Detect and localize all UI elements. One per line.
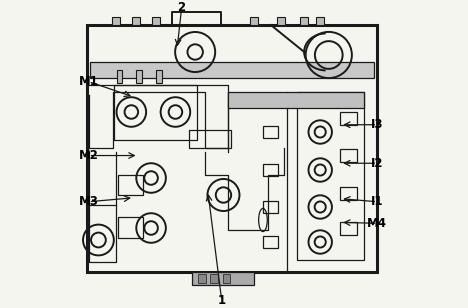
Bar bbox=[87, 25, 378, 272]
Text: M2: M2 bbox=[79, 149, 99, 162]
Bar bbox=[90, 62, 374, 78]
Bar bbox=[117, 70, 122, 83]
Text: 1: 1 bbox=[218, 294, 226, 307]
Bar bbox=[198, 274, 206, 283]
Bar bbox=[118, 217, 143, 238]
Bar bbox=[300, 17, 308, 25]
Bar bbox=[250, 17, 258, 25]
Text: M3: M3 bbox=[79, 195, 99, 208]
Bar bbox=[112, 17, 120, 25]
Text: I1: I1 bbox=[371, 195, 383, 208]
Bar bbox=[114, 85, 197, 140]
Bar bbox=[210, 274, 218, 283]
Bar bbox=[132, 17, 140, 25]
Bar bbox=[277, 17, 285, 25]
Bar bbox=[340, 112, 357, 125]
Bar bbox=[192, 272, 255, 285]
Text: M1: M1 bbox=[79, 75, 99, 88]
Bar bbox=[137, 70, 142, 83]
Bar bbox=[263, 201, 278, 213]
Bar bbox=[152, 17, 160, 25]
Bar bbox=[223, 274, 230, 283]
Bar bbox=[297, 92, 364, 260]
Text: M4: M4 bbox=[367, 217, 387, 230]
Bar bbox=[156, 70, 162, 83]
Bar bbox=[189, 130, 231, 148]
Bar bbox=[316, 17, 324, 25]
Bar bbox=[118, 175, 143, 195]
Bar bbox=[340, 187, 357, 200]
Bar bbox=[340, 222, 357, 235]
Bar bbox=[263, 164, 278, 176]
Text: 2: 2 bbox=[177, 1, 186, 14]
Bar bbox=[340, 149, 357, 162]
Bar bbox=[228, 92, 364, 108]
Text: I3: I3 bbox=[371, 118, 383, 131]
Bar bbox=[263, 237, 278, 248]
Text: I2: I2 bbox=[371, 157, 383, 170]
Bar bbox=[263, 127, 278, 138]
